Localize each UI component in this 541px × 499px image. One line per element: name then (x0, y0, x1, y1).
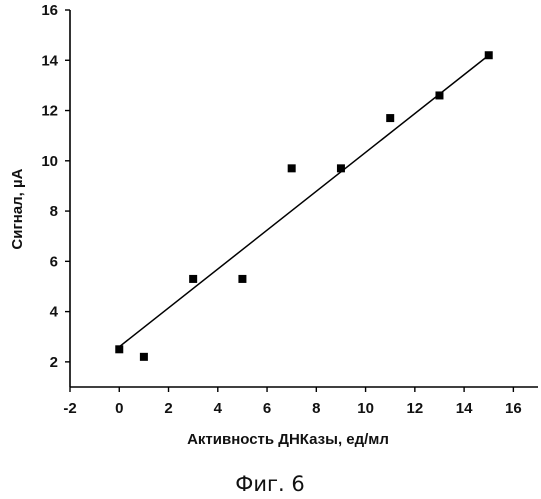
x-tick-label: 12 (406, 400, 423, 417)
x-tick-label: -2 (63, 400, 76, 417)
x-tick-label: 8 (312, 400, 320, 417)
data-points (115, 51, 492, 361)
y-tick-label: 16 (41, 2, 58, 19)
y-ticks: 2 4 6 8 10 12 14 16 (41, 2, 70, 371)
data-point (288, 164, 296, 172)
data-point (485, 51, 493, 59)
y-tick-label: 8 (50, 203, 58, 220)
y-tick-label: 10 (41, 153, 58, 170)
data-point (189, 275, 197, 283)
x-tick-label: 2 (164, 400, 172, 417)
x-axis-title: Активность ДНКазы, ед/мл (187, 431, 389, 448)
y-tick-label: 12 (41, 103, 58, 120)
x-ticks: -2 0 2 4 6 8 10 12 14 16 (63, 387, 521, 417)
data-point (386, 114, 394, 122)
figure-caption: Фиг. 6 (235, 472, 304, 496)
x-tick-label: 16 (505, 400, 522, 417)
x-tick-label: 0 (115, 400, 123, 417)
x-tick-label: 6 (263, 400, 271, 417)
x-tick-label: 14 (456, 400, 473, 417)
data-point (238, 275, 246, 283)
trendline (119, 55, 488, 347)
trendline-group (119, 55, 488, 347)
data-point (435, 91, 443, 99)
y-axis-title: Сигнал, µА (9, 168, 26, 249)
y-tick-label: 4 (50, 304, 59, 321)
y-tick-label: 2 (50, 354, 58, 371)
data-point (337, 164, 345, 172)
y-tick-label: 6 (50, 253, 58, 270)
x-tick-label: 4 (214, 400, 223, 417)
x-tick-label: 10 (357, 400, 374, 417)
data-point (115, 345, 123, 353)
y-tick-label: 14 (41, 52, 58, 69)
data-point (140, 353, 148, 361)
